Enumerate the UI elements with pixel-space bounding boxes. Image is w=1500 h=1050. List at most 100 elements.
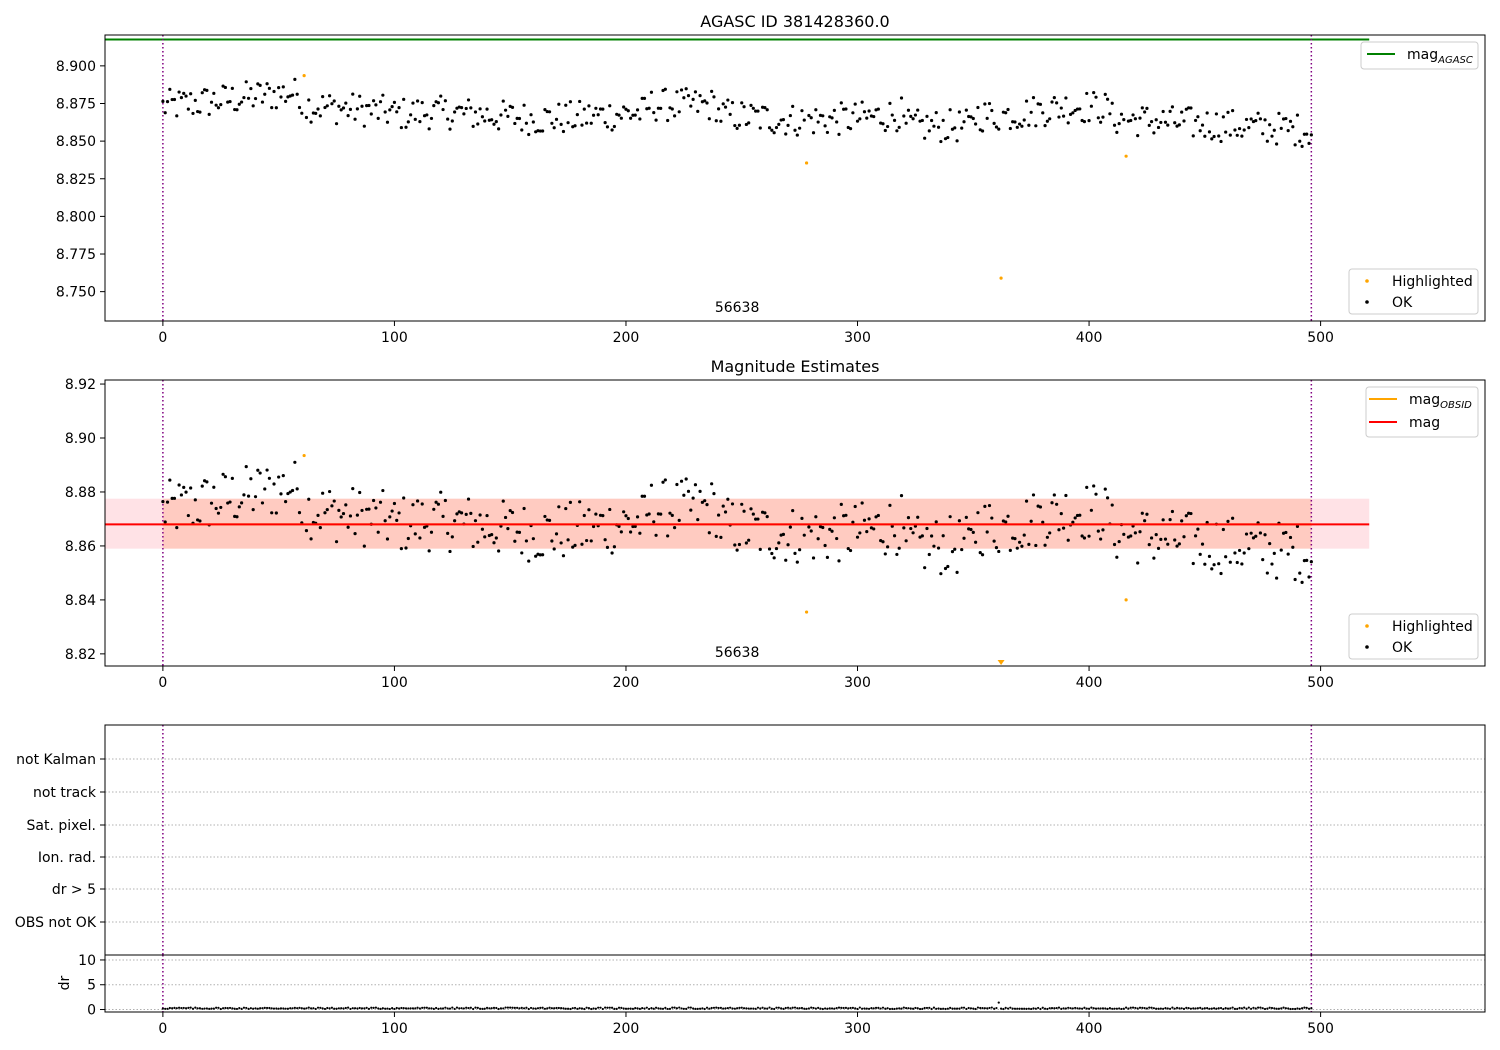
ok-point <box>1298 139 1302 143</box>
dr-point <box>161 1007 164 1010</box>
dr-point <box>599 1006 602 1009</box>
ok-point <box>983 504 987 508</box>
dr-point <box>1004 1006 1007 1009</box>
dr-point <box>221 1007 225 1010</box>
ok-point <box>886 545 890 549</box>
ok-point <box>1048 531 1052 535</box>
ok-point <box>179 96 184 100</box>
ok-point <box>246 96 251 100</box>
ok-point <box>1027 542 1031 547</box>
ok-point <box>1182 535 1186 539</box>
ok-point <box>494 536 498 540</box>
dr-point <box>1210 1007 1213 1010</box>
dr-point <box>745 1007 748 1010</box>
dr-point <box>397 1007 401 1010</box>
ok-point <box>483 535 487 539</box>
ok-point <box>522 103 526 107</box>
dr-point <box>1229 1007 1232 1010</box>
ok-point <box>1212 563 1216 567</box>
dr-point <box>1291 1007 1294 1011</box>
ok-point <box>1235 560 1239 565</box>
ok-point <box>756 109 760 113</box>
ok-point <box>934 520 938 524</box>
dr-point <box>1155 1007 1158 1010</box>
ok-point <box>293 460 297 464</box>
ok-point <box>1066 121 1070 125</box>
dr-point <box>495 1006 498 1010</box>
ok-point <box>330 504 334 508</box>
dr-point <box>731 1007 734 1010</box>
ok-point <box>534 554 538 558</box>
dr-point <box>1018 1007 1021 1010</box>
ok-point <box>719 119 723 123</box>
panel1-frame <box>104 34 1486 322</box>
ok-point <box>1237 548 1242 553</box>
dr-point <box>506 1006 509 1009</box>
ok-point <box>985 530 989 534</box>
ok-point <box>346 114 350 118</box>
ok-point <box>550 539 554 543</box>
ok-point <box>714 119 718 123</box>
ok-point <box>309 120 313 124</box>
dr-point <box>1164 1006 1167 1010</box>
ok-point <box>453 110 457 114</box>
ok-point <box>1161 109 1165 114</box>
ok-point <box>1191 561 1195 566</box>
ok-point <box>689 104 693 108</box>
dr-point <box>205 1007 208 1010</box>
ok-point <box>330 102 334 106</box>
ok-point <box>716 513 721 517</box>
ok-point <box>895 552 899 557</box>
ok-point <box>774 125 779 130</box>
y-tick-label: 8.88 <box>65 485 96 501</box>
ok-point <box>367 103 371 108</box>
ok-point <box>466 98 471 102</box>
ok-point <box>987 101 992 106</box>
dr-point <box>879 1007 882 1010</box>
dr-point <box>548 1006 551 1009</box>
ok-point <box>332 499 336 503</box>
ok-point <box>626 109 630 113</box>
dr-point <box>1289 1007 1292 1011</box>
ok-point <box>307 98 311 102</box>
dr-point <box>594 1007 597 1010</box>
ok-point <box>1226 519 1230 523</box>
ok-point <box>798 126 802 130</box>
ok-point <box>1075 107 1080 111</box>
ok-point <box>1275 142 1279 146</box>
dr-point <box>592 1007 595 1010</box>
legend-mag-obsid-subscript: OBSID <box>1440 400 1472 411</box>
ok-point <box>1112 542 1117 547</box>
ok-point <box>1293 143 1297 147</box>
ok-point <box>1087 119 1091 123</box>
ok-point <box>205 480 209 484</box>
ok-point <box>777 122 781 126</box>
ok-point <box>476 540 480 544</box>
ok-point <box>1300 580 1304 584</box>
dr-point <box>675 1007 679 1010</box>
ok-point <box>371 99 376 103</box>
dr-point <box>893 1007 896 1011</box>
ok-point <box>235 515 239 519</box>
ok-point <box>439 490 443 494</box>
dr-point <box>580 1007 584 1010</box>
ok-point <box>344 503 348 507</box>
ok-point <box>846 546 850 551</box>
ok-point <box>770 128 774 132</box>
legend-highlighted-label: Highlighted <box>1392 619 1473 635</box>
ok-point <box>1038 505 1043 509</box>
ok-point <box>175 114 179 118</box>
dr-point <box>553 1007 556 1010</box>
dr-point <box>309 1007 313 1010</box>
ok-point <box>295 92 299 96</box>
ok-point <box>1224 555 1228 559</box>
ok-point <box>508 509 512 513</box>
ok-point <box>821 525 825 530</box>
dr-point <box>1002 1007 1005 1011</box>
dr-point <box>1069 1007 1072 1010</box>
ok-point <box>1256 111 1260 115</box>
dr-point <box>937 1007 940 1010</box>
dr-point <box>402 1006 405 1010</box>
dr-point <box>543 1007 547 1010</box>
dr-point <box>923 1006 926 1010</box>
